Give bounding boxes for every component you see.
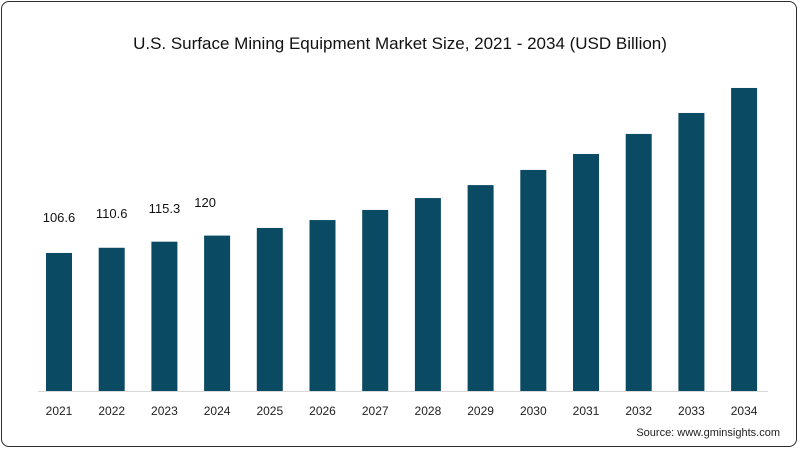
x-tick-label: 2022 (98, 404, 125, 418)
bar-2030 (520, 169, 547, 391)
bar-2027 (362, 209, 389, 391)
bar-2034 (731, 87, 758, 391)
data-label: 120 (194, 195, 216, 210)
x-tick-label: 2033 (678, 404, 705, 418)
bar-2022 (98, 247, 125, 391)
bar-2031 (573, 154, 599, 391)
x-tick-label: 2034 (731, 404, 758, 418)
bar-2023 (151, 241, 178, 391)
x-tick-label: 2024 (204, 404, 231, 418)
bar-2021 (46, 252, 72, 391)
source-note: Source: www.gminsights.com (636, 427, 780, 439)
x-tick-label: 2029 (467, 404, 494, 418)
x-tick-label: 2031 (573, 404, 600, 418)
bar-2026 (309, 220, 336, 391)
data-label: 106.6 (43, 210, 76, 225)
x-tick-label: 2025 (256, 404, 283, 418)
x-tick-label: 2026 (309, 404, 336, 418)
x-tick-label: 2023 (151, 404, 178, 418)
x-tick-label: 2027 (362, 404, 389, 418)
x-tick-label: 2032 (625, 404, 652, 418)
x-tick-label: 2021 (46, 404, 73, 418)
data-label: 110.6 (96, 206, 128, 221)
x-tick-label: 2030 (520, 404, 547, 418)
bar-2028 (414, 198, 441, 391)
bar-2033 (678, 112, 705, 391)
bar-2025 (256, 227, 283, 391)
bar-2024 (204, 235, 231, 391)
data-label: 115.3 (149, 201, 181, 216)
chart-title: U.S. Surface Mining Equipment Market Siz… (133, 34, 667, 53)
bar-2029 (467, 185, 494, 391)
bar-2032 (625, 133, 652, 391)
x-tick-label: 2028 (415, 404, 442, 418)
